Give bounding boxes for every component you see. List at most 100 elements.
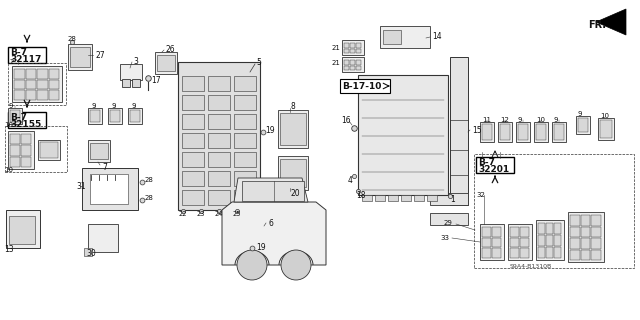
Bar (70, 47, 90, 67)
Bar (538, 247, 545, 258)
Bar (344, 66, 349, 70)
Text: 18: 18 (356, 190, 365, 199)
Bar (26, 80, 36, 89)
Bar (591, 227, 601, 237)
Bar (182, 171, 204, 186)
Bar (208, 95, 230, 110)
Text: 21: 21 (332, 45, 341, 51)
Text: 28: 28 (68, 36, 77, 42)
Bar (554, 223, 561, 234)
Bar (350, 49, 355, 53)
Bar (570, 227, 580, 237)
Bar (14, 69, 24, 79)
Bar (546, 223, 553, 234)
Text: 19: 19 (256, 244, 266, 252)
Bar (570, 215, 580, 226)
Text: 21: 21 (332, 60, 341, 66)
Bar (570, 250, 580, 260)
Text: 8: 8 (290, 101, 295, 110)
Text: 24: 24 (215, 211, 223, 217)
Text: 22: 22 (179, 211, 188, 217)
Text: 27: 27 (95, 51, 104, 60)
Bar (21, 157, 31, 167)
Bar (234, 171, 256, 186)
Bar (356, 66, 361, 70)
Bar (208, 76, 230, 91)
Bar (508, 224, 532, 260)
Text: 32201: 32201 (478, 164, 509, 173)
Bar (10, 145, 20, 156)
Bar (356, 49, 361, 53)
Bar (49, 90, 59, 100)
Bar (576, 116, 590, 134)
Bar (388, 195, 398, 201)
Bar (580, 227, 590, 237)
Bar (120, 64, 142, 80)
Bar (182, 133, 204, 148)
Bar (427, 195, 437, 201)
Bar (49, 80, 59, 89)
Bar (8, 63, 66, 105)
Text: 17: 17 (151, 76, 161, 84)
Bar (254, 217, 263, 223)
Circle shape (237, 250, 267, 280)
Bar (155, 52, 177, 74)
Bar (12, 66, 62, 102)
Bar (84, 248, 92, 256)
Bar (536, 220, 564, 260)
Bar (482, 124, 492, 140)
Bar (554, 124, 564, 140)
Bar (26, 69, 36, 79)
Text: 9: 9 (111, 103, 115, 109)
Bar (538, 235, 545, 246)
Bar (278, 110, 308, 148)
Bar (37, 90, 47, 100)
Bar (554, 247, 561, 258)
Bar (182, 76, 204, 91)
Bar (280, 159, 306, 187)
Bar (430, 193, 468, 205)
Bar (350, 60, 355, 65)
Bar (340, 79, 390, 93)
Bar (518, 124, 528, 140)
Text: 6: 6 (268, 219, 273, 228)
Text: 32155: 32155 (10, 119, 41, 129)
Bar (358, 75, 448, 195)
Bar (600, 120, 612, 138)
Bar (520, 227, 529, 237)
Bar (520, 238, 529, 247)
Bar (8, 108, 22, 124)
Text: 9: 9 (131, 103, 136, 109)
Bar (580, 250, 590, 260)
Bar (510, 238, 519, 247)
Bar (38, 140, 60, 160)
Text: B-7: B-7 (478, 157, 495, 166)
Bar (182, 95, 204, 110)
Bar (10, 110, 20, 122)
Bar (580, 238, 590, 249)
Bar (591, 250, 601, 260)
Bar (500, 124, 510, 140)
Bar (580, 215, 590, 226)
Bar (568, 212, 604, 262)
Text: 9: 9 (518, 117, 522, 123)
Bar (280, 113, 306, 145)
Bar (21, 145, 31, 156)
Bar (90, 174, 128, 204)
Text: B-17-10: B-17-10 (342, 82, 381, 91)
Text: 14: 14 (432, 31, 442, 41)
Text: 7: 7 (102, 163, 107, 172)
Bar (14, 80, 24, 89)
Bar (546, 235, 553, 246)
Bar (356, 43, 361, 47)
Text: 9: 9 (8, 103, 13, 109)
Bar (578, 118, 588, 132)
Bar (5, 126, 67, 172)
Text: 9: 9 (91, 103, 95, 109)
Bar (108, 108, 122, 124)
Bar (482, 227, 491, 237)
Bar (375, 195, 385, 201)
Bar (82, 168, 138, 210)
Bar (132, 79, 140, 87)
Text: 9: 9 (554, 117, 559, 123)
